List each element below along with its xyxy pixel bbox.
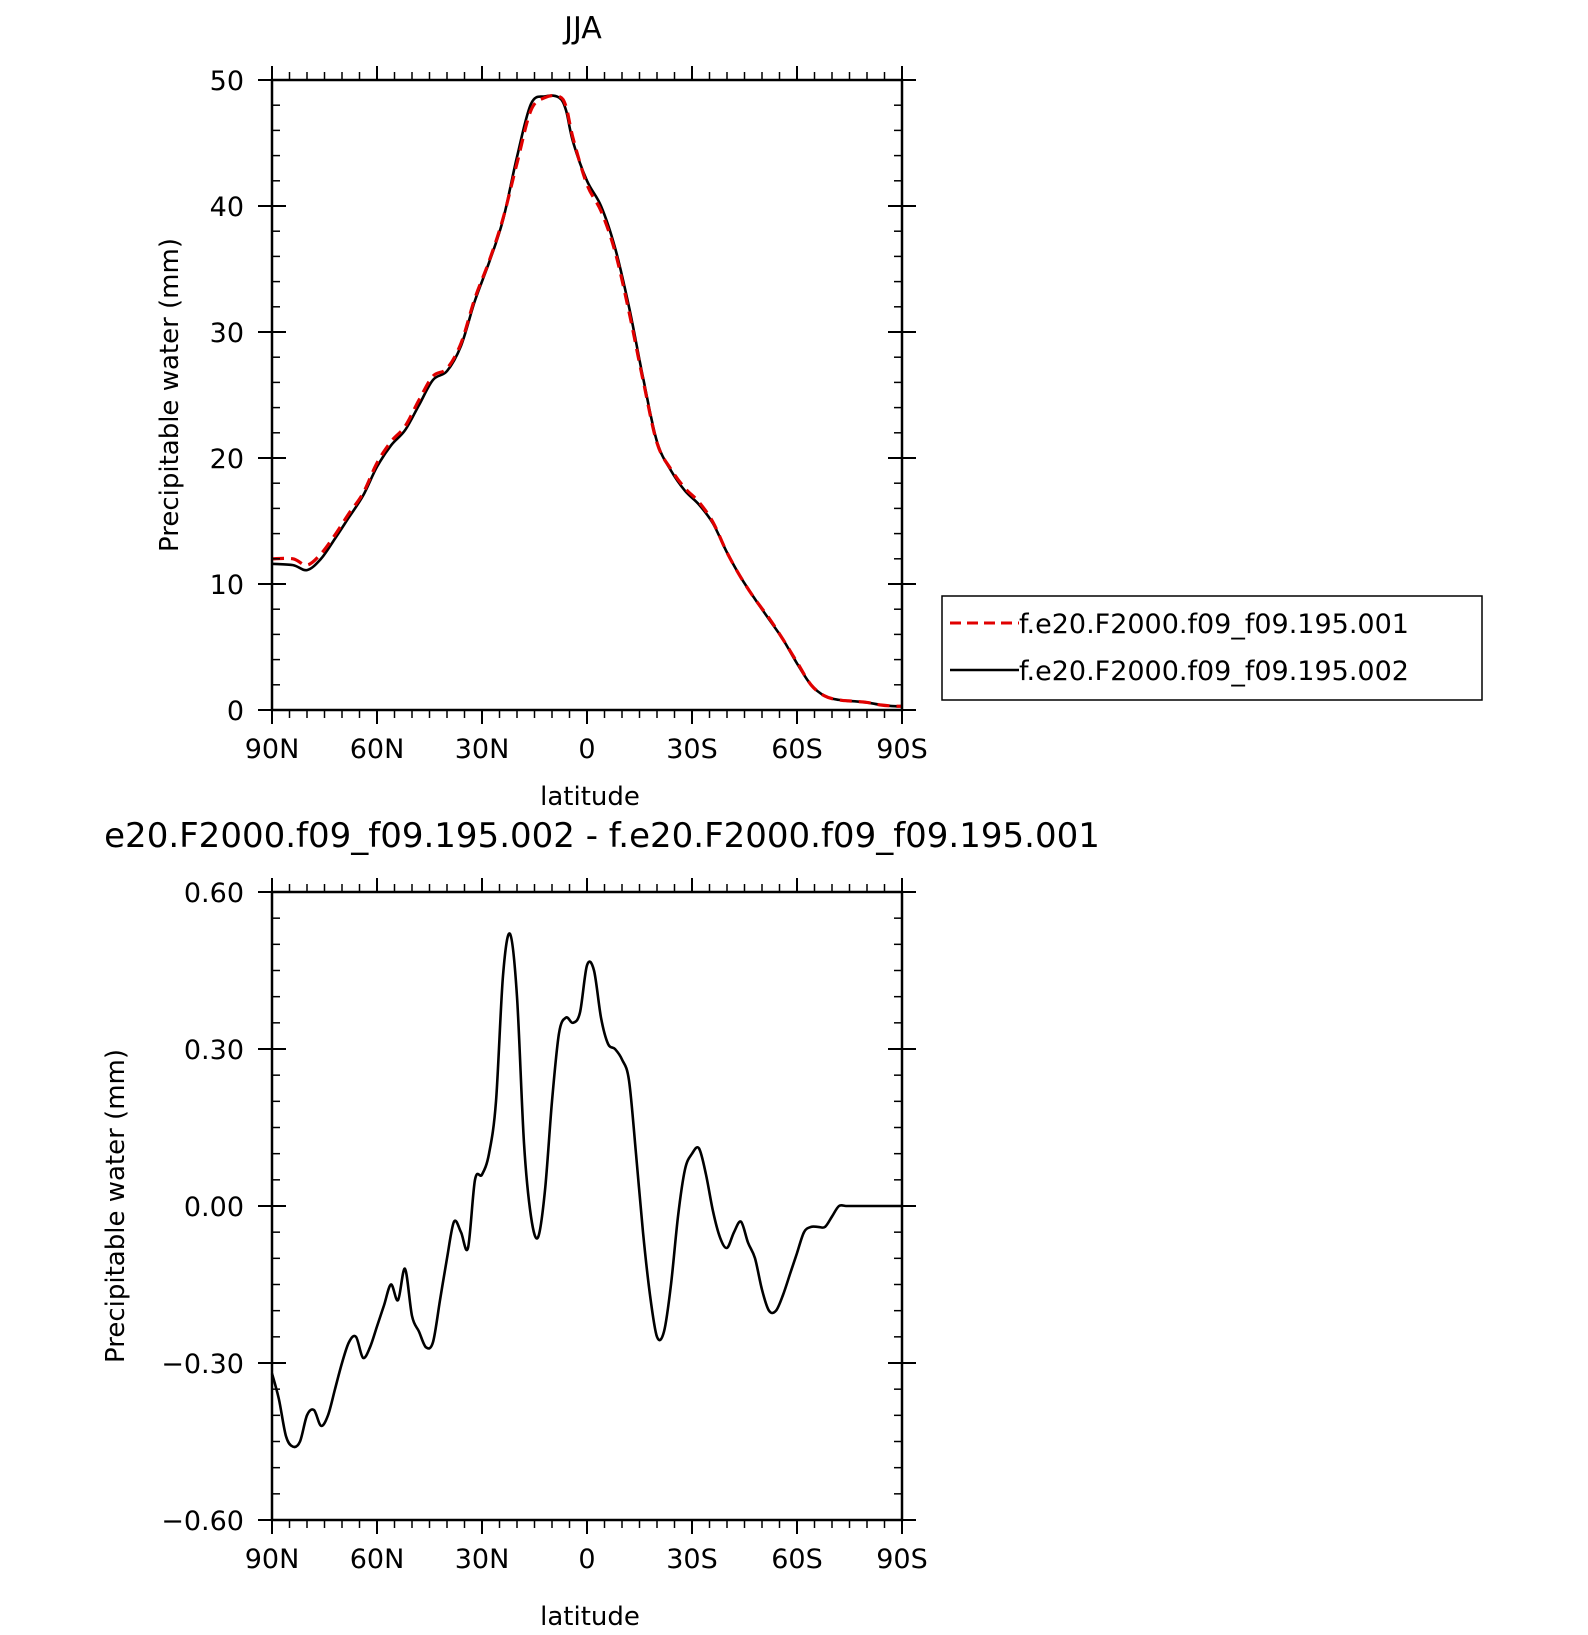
top-y-tick-label: 0	[227, 696, 244, 727]
bottom-x-tick-label: 90N	[245, 1544, 300, 1575]
bottom-y-axis-label: Precipitable water (mm)	[101, 1049, 131, 1363]
top-series-group	[271, 93, 903, 708]
top-y-tick-label: 20	[210, 444, 244, 475]
bottom-x-tick-label: 30S	[666, 1544, 718, 1575]
bottom-x-axis-label: latitude	[540, 1602, 640, 1632]
bottom-tick-group: 90N 60N 30N 0 30S 60S 90S −0.60 −0.30 0.00 0.30 0.6…	[161, 878, 928, 1575]
top-tick-group: 90N 60N 30N 0 30S 60S 90S 0 10 20 30 40 50	[210, 66, 928, 765]
top-x-tick-label: 30S	[666, 734, 718, 765]
bottom-panel: e20.F2000.f09_f09.195.002 - f.e20.F2000.…	[101, 816, 1100, 1632]
top-x-tick-label: 60S	[771, 734, 823, 765]
top-y-tick-label: 40	[210, 192, 244, 223]
bottom-y-tick-label: −0.60	[161, 1506, 244, 1537]
top-chart-title: JJA	[562, 11, 602, 46]
bottom-y-tick-label: 0.00	[184, 1192, 244, 1223]
top-x-tick-label: 30N	[455, 734, 510, 765]
top-panel: JJA 90N 60N 30N 0 30S 60S 90S 0 10 20 30 40 50 latit…	[155, 11, 1483, 812]
bottom-y-tick-label: 0.30	[184, 1035, 244, 1066]
legend: f.e20.F2000.f09_f09.195.001 f.e20.F2000.…	[941, 595, 1483, 701]
top-plot-frame	[270, 78, 904, 712]
bottom-x-tick-label: 60N	[350, 1544, 405, 1575]
legend-label-series-1: f.e20.F2000.f09_f09.195.001	[1019, 609, 1409, 640]
bottom-y-tick-label: 0.60	[184, 878, 244, 909]
bottom-chart-title: e20.F2000.f09_f09.195.002 - f.e20.F2000.…	[104, 816, 1100, 856]
bottom-plot-frame	[270, 890, 904, 1522]
top-x-tick-label: 90N	[245, 734, 300, 765]
top-y-tick-label: 30	[210, 318, 244, 349]
top-y-axis-label: Precipitable water (mm)	[155, 238, 185, 552]
top-y-tick-label: 10	[210, 570, 244, 601]
bottom-y-tick-label: −0.30	[161, 1349, 244, 1380]
top-x-axis-label: latitude	[540, 782, 640, 812]
bottom-x-tick-label: 90S	[876, 1544, 928, 1575]
top-x-tick-label: 60N	[350, 734, 405, 765]
legend-box	[941, 595, 1483, 701]
top-x-tick-label: 90S	[876, 734, 928, 765]
top-x-tick-label: 0	[578, 734, 595, 765]
top-series-line-1	[271, 93, 903, 708]
bottom-series-line-1	[270, 932, 902, 1449]
bottom-x-tick-label: 60S	[771, 1544, 823, 1575]
top-y-tick-label: 50	[210, 66, 244, 97]
bottom-series-group	[270, 932, 902, 1449]
bottom-x-tick-label: 30N	[455, 1544, 510, 1575]
legend-label-series-2: f.e20.F2000.f09_f09.195.002	[1019, 656, 1409, 687]
bottom-x-tick-label: 0	[578, 1544, 595, 1575]
